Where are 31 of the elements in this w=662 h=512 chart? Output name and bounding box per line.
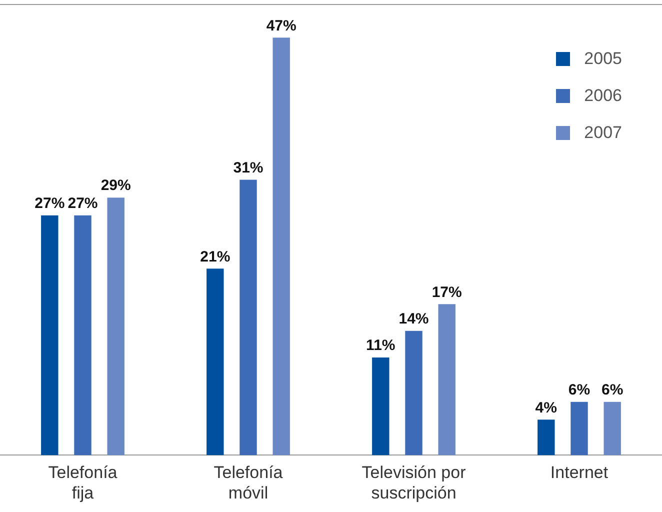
legend-label: 2007 xyxy=(584,122,622,142)
data-label: 11% xyxy=(366,337,396,354)
data-label: 27% xyxy=(34,194,65,212)
data-label: 31% xyxy=(233,159,264,176)
data-label: 17% xyxy=(432,284,462,301)
bar xyxy=(41,215,58,456)
bar xyxy=(438,304,456,456)
legend-label: 2006 xyxy=(584,86,622,106)
bar xyxy=(604,402,621,456)
legend-label: 2005 xyxy=(584,48,622,68)
data-label: 14% xyxy=(398,310,429,328)
x-tick-label: Telefonía móvil xyxy=(214,463,284,502)
bar xyxy=(74,215,92,456)
data-label: 47% xyxy=(266,17,296,34)
bar xyxy=(405,330,422,456)
data-label: 21% xyxy=(200,248,230,266)
x-tick-label: Telefonía fija xyxy=(48,463,118,502)
x-tick-label: Televisión por suscripción xyxy=(362,463,466,502)
data-label: 4% xyxy=(535,399,557,416)
bar xyxy=(206,268,224,456)
data-label: 6% xyxy=(602,382,624,399)
bar xyxy=(538,420,555,456)
bar xyxy=(107,198,124,456)
bar xyxy=(272,38,290,456)
data-label: 6% xyxy=(568,382,590,399)
x-tick-label: Internet xyxy=(550,463,608,482)
bar xyxy=(240,180,257,456)
bar xyxy=(570,402,588,456)
data-label: 29% xyxy=(100,177,131,194)
bar xyxy=(372,357,390,456)
data-label: 27% xyxy=(68,194,98,212)
